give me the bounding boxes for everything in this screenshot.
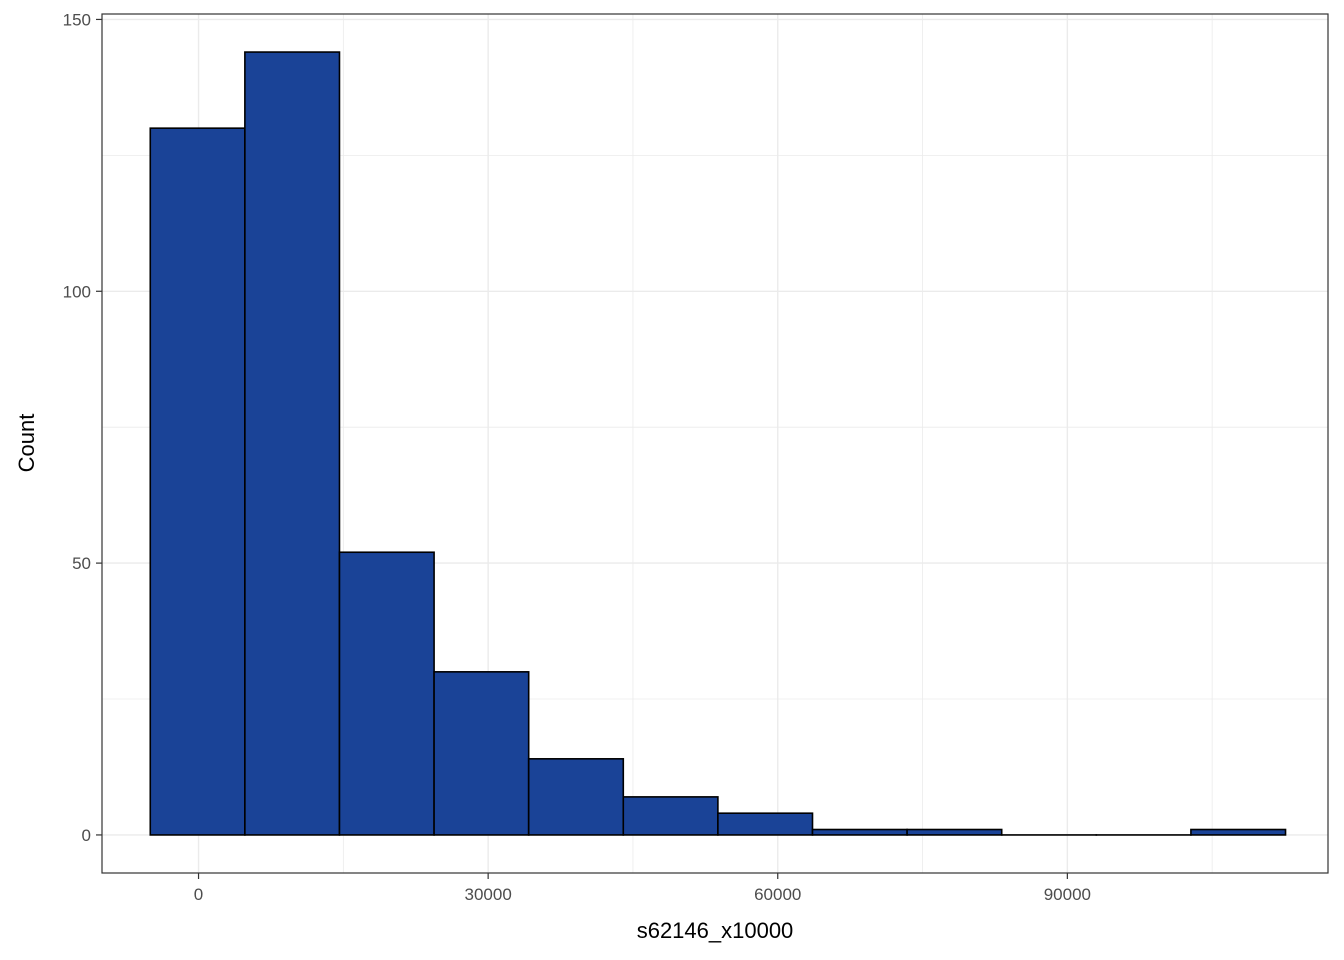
x-tick-label: 30000	[465, 885, 512, 904]
minor-gridlines	[102, 14, 1328, 873]
histogram-bar	[149, 127, 246, 836]
histogram-bar	[527, 758, 625, 836]
y-axis: 0 50 100 150	[63, 10, 102, 845]
x-tick-label: 60000	[754, 885, 801, 904]
x-tick-label: 0	[194, 885, 203, 904]
histogram-bar	[338, 551, 435, 836]
histogram-bar	[717, 812, 814, 836]
histogram-bar	[1190, 828, 1287, 836]
x-tick-label: 90000	[1044, 885, 1091, 904]
y-tick-label: 50	[72, 554, 91, 573]
x-axis: 0 30000 60000 90000	[194, 873, 1091, 904]
histogram-bar	[433, 671, 530, 836]
y-tick-label: 0	[82, 826, 91, 845]
histogram-bar	[622, 796, 719, 836]
histogram-bar	[906, 828, 1003, 836]
panel-border	[101, 13, 1329, 874]
y-tick-label: 150	[63, 10, 91, 29]
histogram-bar	[244, 51, 341, 836]
x-axis-title: s62146_x10000	[637, 918, 794, 943]
histogram-bars	[149, 51, 1287, 836]
y-tick-label: 100	[63, 282, 91, 301]
y-axis-title: Count	[14, 414, 39, 473]
histogram-bar	[811, 828, 908, 836]
